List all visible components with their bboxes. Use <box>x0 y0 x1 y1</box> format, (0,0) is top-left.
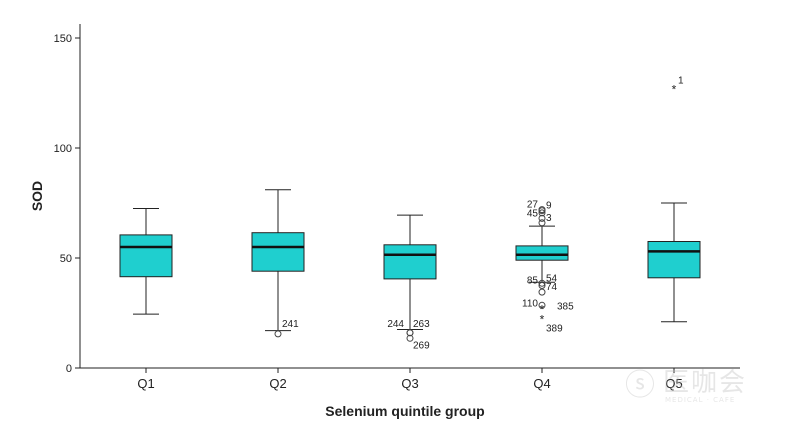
box-q3: 244 263 269 <box>383 214 437 351</box>
outlier-marker <box>406 334 414 342</box>
outlier-label: 385 <box>557 301 574 312</box>
outlier-marker <box>538 282 546 289</box>
iqr-box <box>383 244 437 280</box>
y-tick-label: 150 <box>54 33 72 45</box>
iqr-box <box>251 232 305 272</box>
iqr-box <box>515 245 569 261</box>
box-q2: 241 <box>251 189 305 338</box>
extreme-outlier-marker: * <box>672 83 677 97</box>
outlier-label: 9 <box>546 201 552 212</box>
x-axis-title: Selenium quintile group <box>325 403 484 419</box>
x-tick-label: Q3 <box>401 376 418 391</box>
outlier-label: 244 <box>387 319 404 330</box>
outlier-label: 54 <box>546 273 558 284</box>
outlier-label: 74 <box>546 282 558 293</box>
outlier-label: 263 <box>413 319 430 330</box>
outlier-label: 110 <box>522 299 538 310</box>
outlier-marker <box>274 330 282 338</box>
outlier-label: 3 <box>546 213 552 224</box>
outlier-marker <box>538 214 546 222</box>
outlier-marker <box>538 207 546 215</box>
outlier-label: 269 <box>413 340 430 351</box>
x-ticks: Q1 Q2 Q3 Q4 Q5 <box>137 368 683 391</box>
y-ticks: 0 50 100 150 <box>54 33 80 375</box>
extreme-outlier-marker: * <box>540 303 545 317</box>
outlier-label: 45 <box>527 208 539 219</box>
x-tick-label: Q1 <box>137 376 154 391</box>
watermark-text: 医咖会 <box>663 368 748 398</box>
y-tick-label: 100 <box>54 143 72 155</box>
outlier-label: 389 <box>546 324 563 335</box>
x-tick-label: Q5 <box>665 376 682 391</box>
box-q5: *1 <box>647 76 701 323</box>
y-axis-title: SOD <box>29 181 45 211</box>
y-tick-label: 50 <box>60 253 72 265</box>
outlier-marker <box>538 219 546 227</box>
outlier-marker <box>538 279 546 287</box>
iqr-box <box>119 234 173 278</box>
watermark-icon: ⓢ <box>625 368 655 403</box>
x-tick-label: Q4 <box>533 376 550 391</box>
outlier-marker <box>538 288 546 296</box>
outlier-label: 1 <box>678 76 684 87</box>
outlier-label: 27 <box>527 200 539 211</box>
iqr-box <box>647 241 701 279</box>
watermark-subtext: MEDICAL · CAFE <box>665 396 736 404</box>
outlier-label: 241 <box>282 319 299 330</box>
outlier-label: 85 <box>527 276 539 287</box>
box-q1 <box>119 208 173 315</box>
extreme-outlier-marker: * <box>540 313 545 327</box>
x-tick-label: Q2 <box>269 376 286 391</box>
outlier-marker <box>538 301 546 309</box>
watermark-logo: ⓢ 医咖会 MEDICAL · CAFE <box>625 358 785 414</box>
box-q4: 27 9 45 3 54 85 74 385 *110*389 <box>515 200 574 335</box>
y-tick-label: 0 <box>66 363 72 375</box>
